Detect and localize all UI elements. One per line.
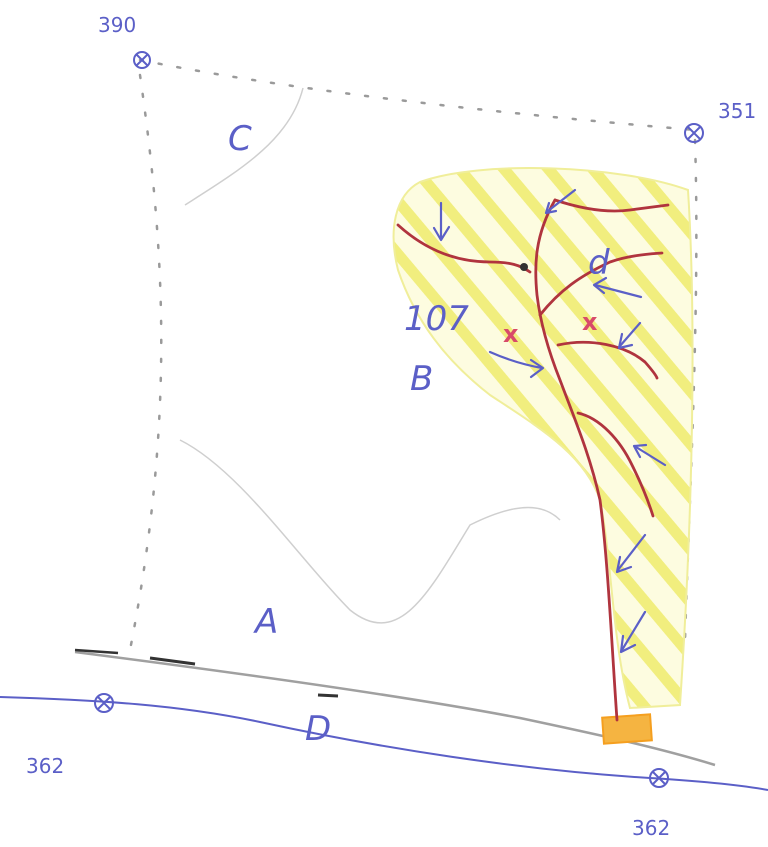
flow-arrows bbox=[432, 188, 667, 654]
contour-valley bbox=[179, 439, 561, 624]
boundary-left bbox=[128, 73, 163, 652]
ground-line-dark-segment-left bbox=[74, 648, 119, 655]
survey-marker-icon bbox=[133, 51, 151, 69]
flow-arrow-icon bbox=[632, 443, 667, 467]
outlet-box bbox=[601, 713, 653, 745]
zone-label-c: C bbox=[228, 119, 252, 159]
stream-branch-lower bbox=[576, 411, 655, 518]
survey-markers bbox=[94, 51, 704, 788]
flow-arrow-icon bbox=[592, 276, 643, 299]
flow-arrow-icon bbox=[488, 350, 545, 379]
zone-label-a: A bbox=[253, 602, 278, 642]
ground-line bbox=[74, 650, 716, 767]
stream-junction-dot bbox=[520, 263, 528, 271]
catchment-area bbox=[392, 167, 694, 710]
marker-x-right: x bbox=[582, 308, 598, 336]
stream-network bbox=[396, 198, 670, 722]
ground-line-dark-segment-mid bbox=[149, 656, 196, 666]
stream-main bbox=[534, 198, 619, 722]
contour-lines bbox=[179, 87, 561, 624]
elevation-bottom-left: 362 bbox=[26, 754, 64, 778]
stream-branch-left bbox=[396, 223, 532, 274]
flow-arrow-icon bbox=[615, 533, 647, 574]
zone-label-d: D bbox=[305, 709, 331, 749]
elevation-bottom-right: 362 bbox=[632, 816, 670, 840]
catchment-number-label: 107 bbox=[404, 299, 469, 339]
flow-arrow-icon bbox=[617, 321, 642, 350]
baseline-road bbox=[0, 696, 768, 791]
contour-ridge bbox=[184, 87, 304, 206]
survey-marker-icon bbox=[684, 123, 704, 143]
boundary-top bbox=[138, 58, 697, 132]
survey-marker-icon bbox=[94, 693, 114, 713]
ground-line-dark-segment-d bbox=[317, 693, 339, 698]
boundary-right bbox=[683, 138, 698, 642]
stream-branch-d bbox=[538, 251, 664, 317]
marker-x-left: x bbox=[503, 320, 519, 348]
flow-arrow-icon bbox=[619, 610, 647, 654]
survey-marker-icon bbox=[649, 768, 669, 788]
stream-label-d: d bbox=[588, 243, 610, 283]
elevation-top-left: 390 bbox=[98, 13, 136, 37]
flow-arrow-icon bbox=[544, 188, 577, 215]
zone-label-b: B bbox=[410, 359, 433, 399]
elevation-top-right: 351 bbox=[718, 99, 756, 123]
flow-arrow-icon bbox=[432, 201, 451, 242]
stream-branch-x bbox=[556, 340, 659, 380]
property-boundary bbox=[128, 58, 698, 652]
